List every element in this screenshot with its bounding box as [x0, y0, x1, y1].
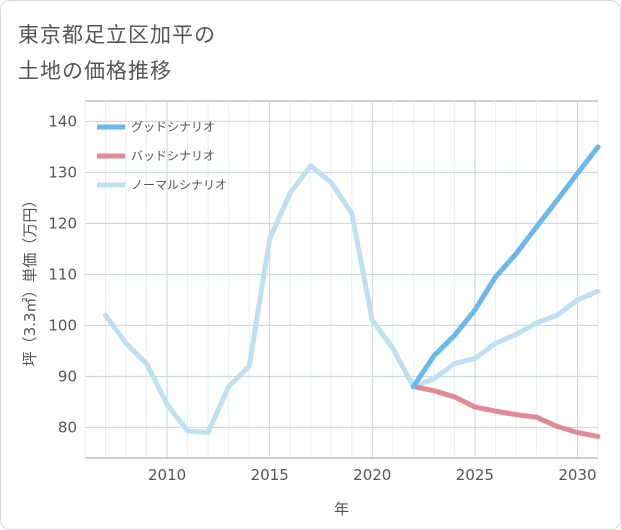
y-tick-label: 90: [58, 367, 77, 385]
chart-title-line-2: 土地の価格推移: [18, 59, 172, 83]
y-axis-title: 坪（3.3㎡）単価（万円）: [21, 193, 39, 367]
x-tick-labels: 2010 2015 2020 2025 2030: [148, 466, 597, 484]
y-tick-label: 80: [58, 418, 77, 436]
x-axis-title: 年: [334, 500, 349, 518]
chart-title-line-1: 東京都足立区加平の: [18, 23, 216, 47]
series-line-1: [410, 384, 601, 440]
y-tick-label: 100: [48, 316, 77, 334]
series-line-0: [410, 144, 601, 390]
y-tick-label: 130: [48, 163, 77, 181]
y-tick-labels: 80 90 100 110 120 130 140: [48, 112, 77, 436]
y-tick-label: 140: [48, 112, 77, 130]
y-tick-label: 120: [48, 214, 77, 232]
x-tick-label: 2030: [558, 466, 596, 484]
series-line-2: [103, 163, 601, 435]
plot-area: [84, 100, 599, 459]
x-tick-label: 2015: [251, 466, 289, 484]
legend-label-1: バッドシナリオ: [131, 149, 215, 163]
x-tick-label: 2010: [148, 466, 186, 484]
grid-lines: [84, 101, 599, 458]
series-layer: [103, 144, 601, 440]
legend-label-0: グッドシナリオ: [131, 120, 215, 134]
y-tick-label: 110: [48, 265, 77, 283]
legend-label-2: ノーマルシナリオ: [131, 178, 227, 192]
x-tick-label: 2020: [353, 466, 391, 484]
x-tick-label: 2025: [456, 466, 494, 484]
